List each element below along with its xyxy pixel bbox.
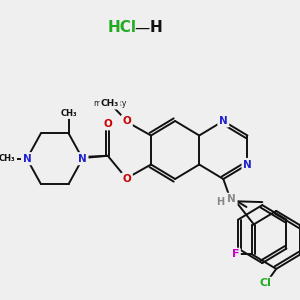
Text: N: N [22,154,31,164]
Text: methoxy: methoxy [93,99,127,108]
Text: CH₃: CH₃ [0,154,16,163]
Text: H: H [216,197,224,207]
Text: Cl: Cl [259,278,271,288]
Text: F: F [232,249,239,260]
Text: O: O [103,119,112,129]
Text: O: O [122,174,131,184]
Text: HCl: HCl [108,20,137,35]
Text: N: N [78,154,87,164]
Text: H: H [150,20,162,35]
Text: —: — [134,20,149,35]
Text: N: N [227,194,236,204]
Text: N: N [219,116,228,126]
Text: CH₃: CH₃ [101,99,119,108]
Text: CH₃: CH₃ [60,109,77,118]
Text: N: N [243,160,252,170]
Text: O: O [122,116,131,126]
